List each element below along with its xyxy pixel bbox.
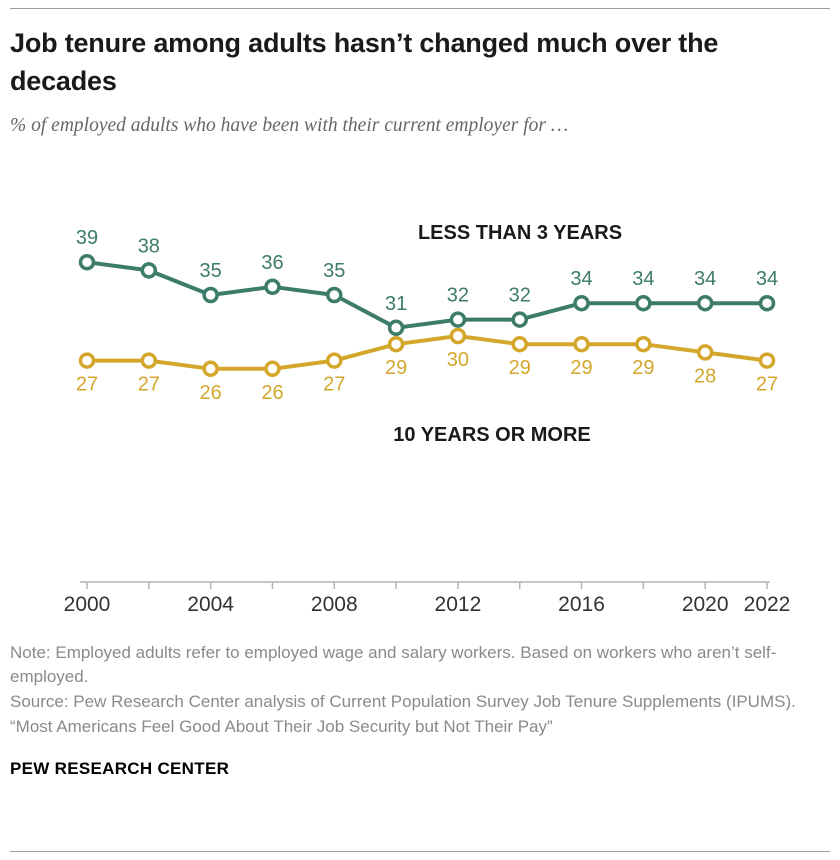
data-point-marker — [387, 319, 405, 336]
report-title-text: “Most Americans Feel Good About Their Jo… — [10, 716, 553, 736]
data-label: 29 — [570, 357, 592, 379]
data-label: 35 — [200, 260, 222, 282]
data-label: 34 — [694, 268, 716, 290]
data-label: 34 — [632, 268, 654, 290]
data-label: 35 — [323, 260, 345, 282]
data-label: 30 — [447, 349, 469, 371]
x-tick-label: 2000 — [64, 593, 111, 616]
x-tick-label: 2022 — [744, 593, 791, 616]
data-point-marker — [635, 294, 652, 312]
data-point-marker — [758, 351, 776, 369]
x-tick-label: 2020 — [682, 593, 729, 616]
data-label: 38 — [138, 235, 160, 257]
data-point-marker — [758, 294, 776, 312]
data-label: 27 — [76, 373, 98, 395]
data-point-marker — [635, 335, 652, 353]
data-point-marker — [573, 294, 590, 312]
chart-notes: Note: Employed adults refer to employed … — [10, 641, 830, 740]
data-point-marker — [140, 261, 158, 279]
data-label: 26 — [261, 381, 283, 403]
data-label: 31 — [385, 292, 407, 314]
data-label: 39 — [76, 227, 98, 249]
data-label: 29 — [385, 357, 407, 379]
data-label: 34 — [570, 268, 592, 290]
source-text: Source: Pew Research Center analysis of … — [10, 691, 796, 711]
x-tick-label: 2016 — [558, 593, 605, 616]
series-line-1 — [85, 333, 769, 371]
x-tick-label: 2012 — [435, 593, 482, 616]
data-label: 27 — [323, 373, 345, 395]
data-label: 26 — [200, 381, 222, 403]
top-divider — [10, 8, 830, 9]
data-point-marker — [449, 327, 467, 344]
data-point-marker — [387, 335, 405, 353]
data-point-marker — [449, 310, 467, 328]
data-point-marker — [696, 294, 714, 312]
tenure-line-chart: 2000 2004 2008 2012 2016 2020 2022 39 38 35 36 35 31… — [64, 222, 791, 616]
data-point-marker — [573, 335, 590, 353]
note-text: Note: Employed adults refer to employed … — [10, 642, 777, 687]
chart-title: Job tenure among adults hasn’t changed m… — [10, 28, 719, 96]
data-label: 34 — [756, 268, 778, 290]
chart-subtitle: % of employed adults who have been with … — [10, 114, 569, 136]
data-point-marker — [202, 286, 219, 303]
data-point-marker — [326, 286, 343, 303]
data-label: 28 — [694, 365, 716, 387]
series-line-0 — [85, 259, 769, 330]
series-annotation-0: LESS THAN 3 YEARS — [418, 222, 622, 244]
bottom-divider — [10, 851, 830, 852]
data-label: 29 — [509, 357, 531, 379]
data-label: 27 — [756, 373, 778, 395]
data-point-marker — [511, 310, 528, 328]
data-label: 29 — [632, 357, 654, 379]
data-point-marker — [140, 351, 158, 369]
data-label: 27 — [138, 373, 160, 395]
data-point-marker — [511, 335, 528, 353]
data-label: 32 — [447, 284, 469, 306]
x-tick-label: 2004 — [187, 593, 234, 616]
x-tick-label: 2008 — [311, 593, 358, 616]
data-point-marker — [78, 253, 96, 271]
data-point-marker — [696, 343, 714, 361]
pew-brand: PEW RESEARCH CENTER — [10, 759, 230, 779]
data-label: 32 — [509, 284, 531, 306]
data-point-marker — [78, 351, 96, 369]
data-label: 36 — [261, 251, 283, 273]
data-point-marker — [326, 351, 343, 369]
data-point-marker — [264, 360, 281, 377]
data-point-marker — [202, 360, 219, 377]
data-point-marker — [264, 278, 281, 295]
series-annotation-1: 10 YEARS OR MORE — [393, 424, 590, 446]
